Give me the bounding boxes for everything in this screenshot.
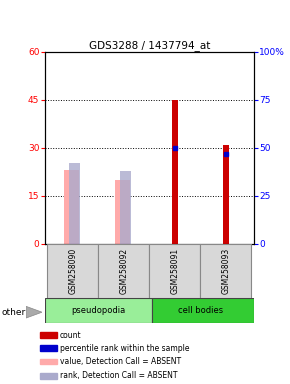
Text: GSM258091: GSM258091	[170, 248, 179, 294]
Bar	[115, 180, 130, 244]
Bar	[40, 332, 57, 338]
Title: GDS3288 / 1437794_at: GDS3288 / 1437794_at	[89, 40, 210, 51]
Bar	[223, 145, 229, 244]
Text: rank, Detection Call = ABSENT: rank, Detection Call = ABSENT	[60, 371, 177, 380]
Text: GSM258090: GSM258090	[68, 248, 77, 294]
Text: GSM258092: GSM258092	[119, 248, 128, 294]
Bar	[172, 100, 178, 244]
Bar	[200, 244, 251, 298]
Text: other: other	[1, 308, 26, 318]
Bar	[64, 170, 79, 244]
Bar	[48, 244, 98, 298]
Text: GSM258093: GSM258093	[221, 248, 230, 294]
Polygon shape	[26, 306, 42, 318]
Bar	[69, 163, 80, 244]
Bar	[98, 244, 149, 298]
Bar	[40, 346, 57, 351]
Text: pseudopodia: pseudopodia	[71, 306, 126, 314]
Bar	[40, 373, 57, 379]
Text: count: count	[60, 331, 81, 340]
Bar	[152, 298, 254, 323]
Bar	[40, 359, 57, 364]
Text: cell bodies: cell bodies	[178, 306, 223, 314]
Text: percentile rank within the sample: percentile rank within the sample	[60, 344, 189, 353]
Bar	[45, 298, 152, 323]
Bar	[120, 171, 131, 244]
Bar	[149, 244, 200, 298]
Text: value, Detection Call = ABSENT: value, Detection Call = ABSENT	[60, 357, 181, 366]
